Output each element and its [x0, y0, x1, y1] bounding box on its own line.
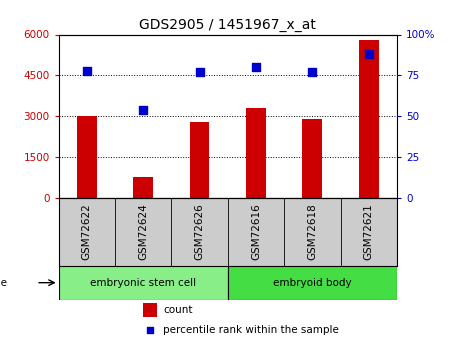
Text: GSM72622: GSM72622 — [82, 204, 92, 260]
Text: percentile rank within the sample: percentile rank within the sample — [164, 325, 339, 335]
Point — [146, 327, 153, 332]
Point — [196, 69, 203, 75]
Point — [83, 68, 90, 73]
Bar — [77, 116, 97, 198]
Text: count: count — [164, 305, 193, 315]
Bar — [246, 108, 266, 198]
Text: GSM72618: GSM72618 — [307, 204, 318, 260]
Bar — [59, 266, 228, 299]
Point — [308, 69, 316, 75]
Text: development stage: development stage — [0, 278, 7, 288]
Text: embryoid body: embryoid body — [273, 278, 352, 288]
Bar — [359, 40, 378, 198]
Point — [140, 107, 147, 112]
Text: GSM72616: GSM72616 — [251, 204, 261, 260]
Text: GSM72626: GSM72626 — [194, 204, 205, 260]
Bar — [190, 122, 209, 198]
Bar — [228, 266, 397, 299]
Title: GDS2905 / 1451967_x_at: GDS2905 / 1451967_x_at — [139, 18, 316, 32]
Bar — [143, 303, 157, 317]
Point — [253, 65, 260, 70]
Text: GSM72624: GSM72624 — [138, 204, 148, 260]
Bar — [303, 119, 322, 198]
Text: GSM72621: GSM72621 — [364, 204, 374, 260]
Text: embryonic stem cell: embryonic stem cell — [90, 278, 196, 288]
Bar — [133, 177, 153, 198]
Point — [365, 51, 373, 57]
